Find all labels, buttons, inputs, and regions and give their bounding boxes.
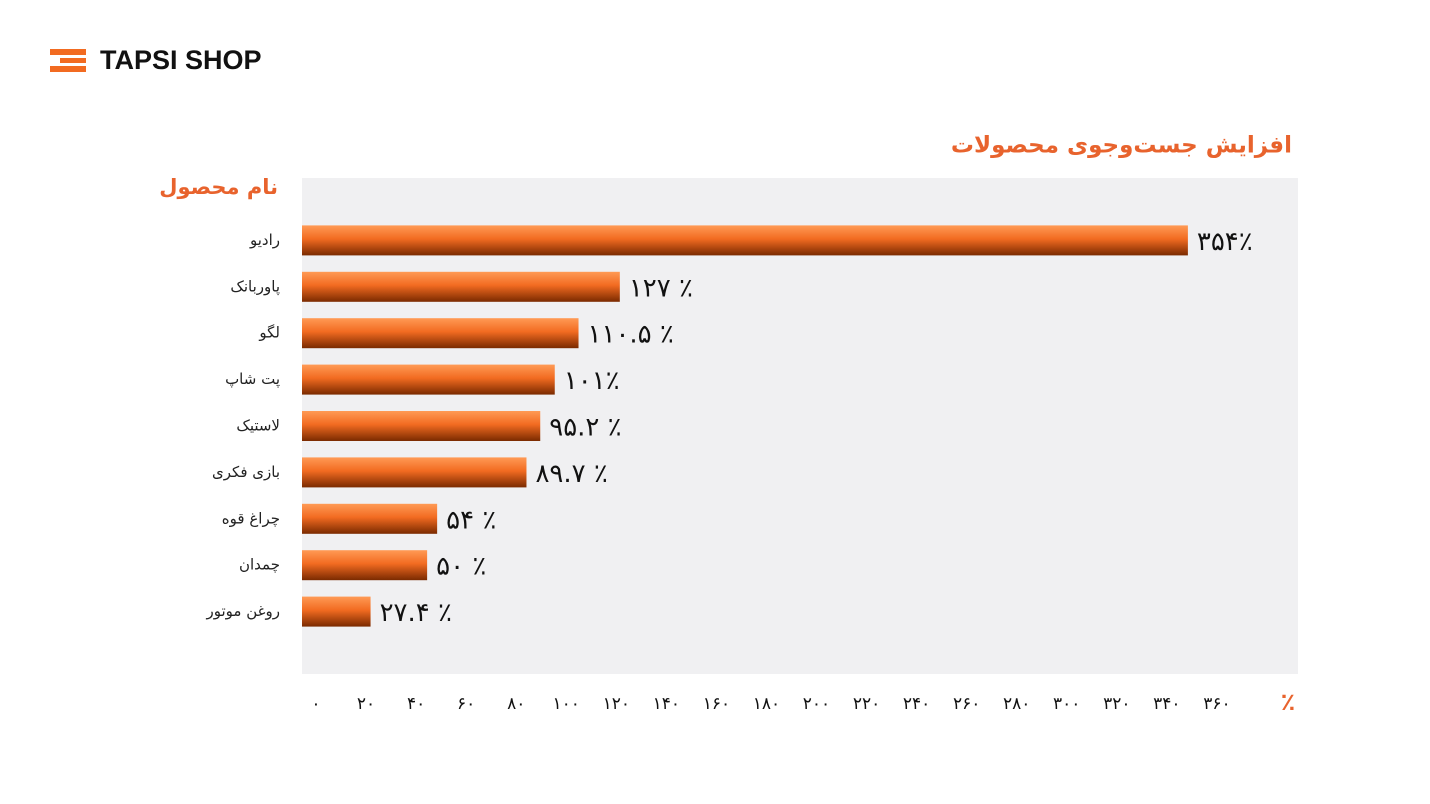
category-label: چمدان (239, 556, 280, 574)
x-tick-label: ۱۴۰ (653, 694, 680, 714)
x-tick-label: ۲۶۰ (953, 694, 980, 714)
category-label: پاوربانک (230, 277, 280, 296)
x-tick-label: ۳۲۰ (1103, 694, 1130, 714)
x-tick-label: ۶۰ (457, 694, 475, 714)
bar (302, 411, 541, 441)
x-tick-label: ۱۶۰ (703, 694, 730, 714)
x-tick-label: ۱۸۰ (753, 694, 780, 714)
x-tick-label: ۳۴۰ (1153, 694, 1180, 714)
category-label: لاستیک (236, 417, 280, 435)
bar (302, 225, 1188, 256)
bar (302, 457, 527, 488)
x-tick-label: ۳۰۰ (1053, 694, 1080, 714)
value-label: ۳۵۴٪ (1197, 227, 1253, 257)
chart-title: افزایش جست‌وجوی محصولات (951, 133, 1292, 159)
value-label: ۱۰۱٪ (564, 366, 620, 396)
value-label: ۵۴ ٪ (446, 505, 496, 535)
category-label: بازی فکری (212, 463, 280, 481)
logo-bar (50, 49, 86, 55)
value-label: ۱۲۷ ٪ (629, 273, 693, 303)
logo-bar (50, 66, 86, 72)
category-label: پت شاپ (225, 370, 280, 389)
bar (302, 503, 438, 534)
category-label: روغن موتور (206, 602, 280, 620)
x-tick-label: ۲۰ (357, 694, 375, 714)
x-tick-label: ۱۲۰ (603, 694, 630, 714)
bar (302, 364, 555, 395)
x-tick-label: ۴۰ (407, 694, 425, 714)
bar (302, 596, 371, 627)
x-tick-label: ۰ (311, 694, 320, 714)
x-tick-label: ۸۰ (507, 694, 525, 714)
value-label: ۸۹.۷ ٪ (535, 459, 607, 489)
category-label: چراغ قوه (222, 509, 280, 527)
y-axis-label: نام محصول (159, 175, 278, 199)
x-tick-label: ۲۸۰ (1003, 694, 1030, 714)
x-tick-label: ۲۰۰ (803, 694, 830, 714)
x-tick-label: ۱۰۰ (553, 694, 580, 714)
category-label: رادیو (249, 231, 280, 249)
logo-bar (60, 58, 86, 63)
x-tick-label: ۲۴۰ (903, 694, 930, 714)
x-axis-label: ٪ (1281, 688, 1296, 716)
bar (302, 318, 579, 349)
bar (302, 271, 620, 302)
bar (302, 550, 428, 581)
brand: TAPSI SHOP (100, 45, 262, 75)
value-label: ۵۰ ٪ (436, 552, 486, 582)
value-label: ۹۵.۲ ٪ (549, 413, 621, 443)
x-tick-label: ۲۲۰ (853, 694, 880, 714)
category-label: لگو (258, 324, 280, 342)
logo: TAPSI SHOP (50, 45, 262, 75)
value-label: ۱۱۰.۵ ٪ (588, 320, 674, 350)
x-tick-label: ۳۶۰ (1203, 694, 1230, 714)
value-label: ۲۷.۴ ٪ (380, 598, 452, 628)
